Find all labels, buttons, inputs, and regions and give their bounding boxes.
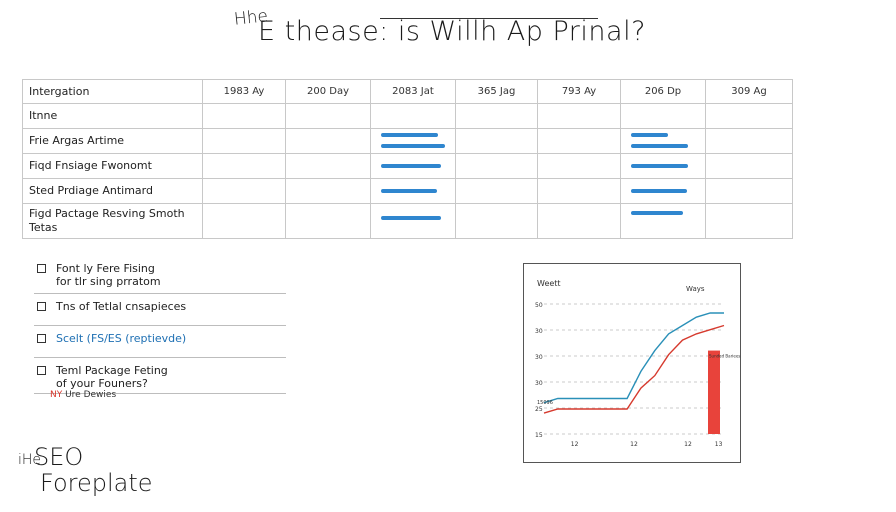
comparison-table: Intergation 1983 Ay 200 Day 2083 Jat 365… [22,79,793,239]
column-header: 206 Dp [620,79,706,104]
progress-bar [631,144,688,148]
column-header: 1983 Ay [202,79,286,104]
y-tick-label: 50 [535,302,543,309]
column-header: 309 Ag [705,79,793,104]
row-label: Frie Argas Artime [22,128,203,154]
y-tick-label: 30 [535,354,543,361]
table-row: Figd Pactage Resving Smoth Tetas [22,203,793,239]
checklist-item[interactable]: Tns of Tetlal cnsapieces [34,300,286,326]
progress-bar [381,144,445,148]
progress-bar [631,189,687,193]
checklist-item-sublabel: for tlr sing prratom [56,275,161,288]
progress-bar [381,189,437,193]
progress-bar [381,133,438,137]
brand-subtitle: Foreplate [40,469,153,497]
bar-cell [620,153,706,179]
bar-cell [620,128,706,154]
footnote: NY Ure Dewies [50,390,116,400]
chart-title: Weett [537,279,561,288]
checkbox[interactable] [37,334,46,343]
row-label: Fiqd Fnsiage Fwonomt [22,153,203,179]
bar-cell [370,153,456,179]
bar-label: Sunded Bariees [709,354,740,359]
column-header: 2083 Jat [370,79,456,104]
progress-bar [631,133,668,137]
brand-title: SEO [34,443,84,471]
row-label: Itnne [22,103,203,129]
column-header: 793 Ay [537,79,621,104]
series-annotation: Ways [686,285,705,293]
footnote-tag: NY [50,390,63,400]
progress-bar [631,211,683,215]
chart-svg: 50 30 30 30 25 15 12 12 12 13 Weett Sunded Bariees W… [535,279,740,448]
chart-bar [708,350,720,434]
column-header: 200 Day [285,79,371,104]
page-title: E thease: is Willh Ap Prinal? [258,16,646,47]
checklist-item[interactable]: Font ly Fere Fising for tlr sing prratom [34,262,286,294]
brand-prefix: iHe [18,452,42,468]
row-label: Figd Pactage Resving Smoth Tetas [22,203,203,239]
line-chart: 50 30 30 30 25 15 12 12 12 13 Weett Sunded Bariees W… [523,263,741,463]
row-label: Sted Prdiage Antimard [22,178,203,204]
column-header: 365 Jag [455,79,538,104]
checklist-item-label: Scelt (FS/ES (reptievde) [56,332,187,345]
checklist-item-label: Teml Package Feting [56,364,168,377]
x-tick-label: 13 [715,441,723,448]
table-row: Itnne [22,103,793,129]
title-underline [380,18,598,19]
checkbox[interactable] [37,366,46,375]
checklist: Font ly Fere Fising for tlr sing prratom… [34,262,286,394]
table-header-row: Intergation 1983 Ay 200 Day 2083 Jat 365… [22,79,793,104]
checklist-item-sublabel: of your Founers? [56,377,148,390]
checklist-item[interactable]: Teml Package Feting of your Founers? [34,364,286,394]
x-tick-label: 12 [630,441,638,448]
x-tick-label: 12 [571,441,579,448]
checklist-item-label: Tns of Tetlal cnsapieces [56,300,187,313]
bar-cell [370,203,456,239]
checklist-item-label: Font ly Fere Fising [56,262,155,275]
checkbox[interactable] [37,302,46,311]
series-line [543,324,725,414]
progress-bar [631,164,688,168]
table-row: Sted Prdiage Antimard [22,178,793,204]
bar-cell [370,178,456,204]
footnote-text: Ure Dewies [62,390,117,400]
checklist-item[interactable]: Scelt (FS/ES (reptievde) [34,332,286,358]
checkbox[interactable] [37,264,46,273]
progress-bar [381,164,441,168]
bar-cell [620,203,706,239]
y-tick-label: 30 [535,328,543,335]
x-tick-label: 12 [684,441,692,448]
column-header: Intergation [22,79,203,104]
point-annotation: 15096 [537,400,553,406]
table-row: Frie Argas Artime [22,128,793,154]
bar-cell [370,128,456,154]
series-line [543,312,724,404]
table-row: Fiqd Fnsiage Fwonomt [22,153,793,179]
bar-cell [620,178,706,204]
progress-bar [381,216,441,220]
y-tick-label: 30 [535,380,543,387]
y-tick-label: 25 [535,406,543,413]
y-tick-label: 15 [535,432,543,439]
